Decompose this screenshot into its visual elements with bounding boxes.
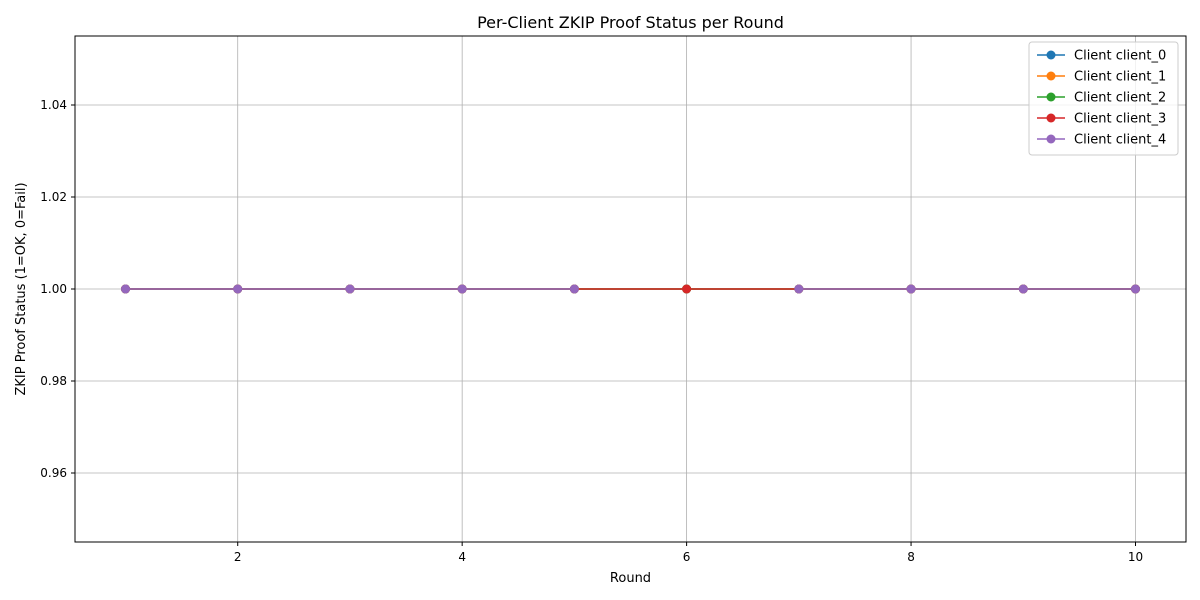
x-tick-label: 6: [683, 550, 691, 564]
legend-marker: [1046, 71, 1056, 81]
legend-marker: [1046, 134, 1056, 144]
data-point: [569, 284, 579, 294]
legend-box: [1028, 41, 1179, 156]
legend-label: Client client_1: [1074, 70, 1166, 85]
legend-item: Client client_0: [1037, 49, 1166, 64]
y-tick-label: 0.96: [40, 466, 67, 480]
data-point: [1018, 284, 1028, 294]
axis-ticks: 2 4 6 8 10 0.96 0.98 1.00 1.02 1.04: [40, 98, 1143, 564]
legend-marker: [1046, 50, 1056, 60]
x-tick-label: 4: [458, 550, 466, 564]
legend-item: Client client_3: [1037, 112, 1166, 127]
x-axis-label: Round: [610, 571, 651, 586]
legend: Client client_0 Client client_1 Client cli…: [1028, 41, 1179, 156]
legend-item: Client client_4: [1037, 133, 1166, 148]
legend-label: Client client_4: [1074, 133, 1166, 148]
data-point: [457, 284, 467, 294]
chart-title: Per-Client ZKIP Proof Status per Round: [477, 13, 784, 32]
legend-item: Client client_1: [1037, 70, 1166, 85]
series-4: [121, 284, 1140, 294]
data-point: [1131, 284, 1140, 294]
legend-label: Client client_0: [1074, 49, 1166, 64]
y-tick-label: 0.98: [40, 374, 67, 388]
y-tick-label: 1.04: [40, 98, 67, 112]
legend-label: Client client_2: [1074, 91, 1166, 106]
data-point: [345, 284, 355, 294]
x-tick-label: 10: [1128, 550, 1143, 564]
y-axis-label: ZKIP Proof Status (1=OK, 0=Fail): [14, 182, 29, 395]
x-tick-label: 8: [907, 550, 915, 564]
legend-label: Client client_3: [1074, 112, 1166, 127]
data-point: [233, 284, 243, 294]
legend-marker: [1046, 92, 1056, 102]
y-tick-label: 1.02: [40, 190, 67, 204]
series-layer: [121, 284, 1140, 294]
data-point: [682, 284, 692, 294]
legend-marker: [1046, 113, 1056, 123]
data-point: [794, 284, 804, 294]
data-point: [906, 284, 916, 294]
y-tick-label: 1.00: [40, 282, 67, 296]
data-point: [121, 284, 130, 294]
x-tick-label: 2: [234, 550, 242, 564]
legend-item: Client client_2: [1037, 91, 1166, 106]
